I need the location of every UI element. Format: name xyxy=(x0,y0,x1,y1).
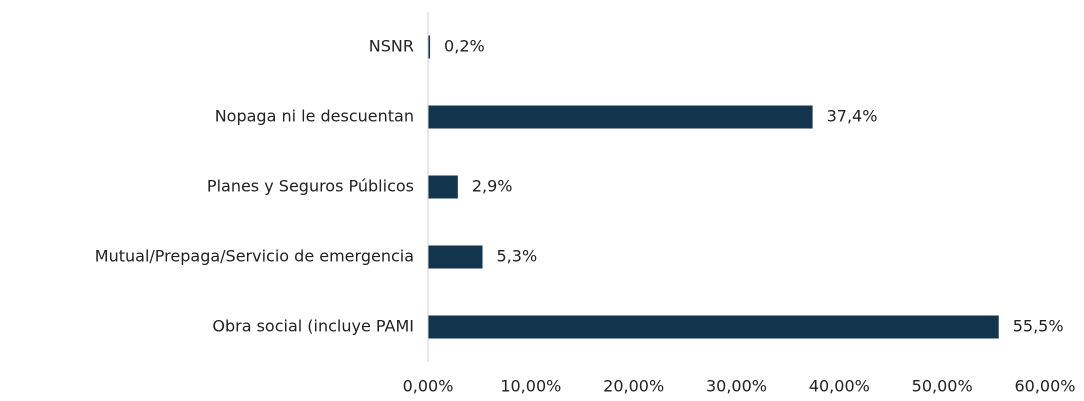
value-label: 37,4% xyxy=(827,107,878,126)
value-label: 5,3% xyxy=(497,247,538,266)
x-tick-label: 0,00% xyxy=(403,377,454,396)
y-tick-label: NSNR xyxy=(369,37,414,56)
x-tick-label: 40,00% xyxy=(809,377,870,396)
value-label: 0,2% xyxy=(444,37,485,56)
y-tick-label: Planes y Seguros Públicos xyxy=(207,177,414,196)
bar xyxy=(428,245,483,269)
x-tick-label: 60,00% xyxy=(1014,377,1075,396)
bar xyxy=(428,315,999,339)
x-tick-label: 20,00% xyxy=(603,377,664,396)
value-label: 55,5% xyxy=(1013,317,1064,336)
x-tick-label: 10,00% xyxy=(500,377,561,396)
x-tick-label: 50,00% xyxy=(912,377,973,396)
y-tick-label: Obra social (incluye PAMI xyxy=(212,317,414,336)
value-label: 2,9% xyxy=(472,177,513,196)
y-tick-label: Mutual/Prepaga/Servicio de emergencia xyxy=(95,247,414,266)
x-tick-label: 30,00% xyxy=(706,377,767,396)
bar xyxy=(428,105,813,129)
y-tick-label: Nopaga ni le descuentan xyxy=(215,107,414,126)
bar xyxy=(428,175,458,199)
bar xyxy=(428,35,431,59)
